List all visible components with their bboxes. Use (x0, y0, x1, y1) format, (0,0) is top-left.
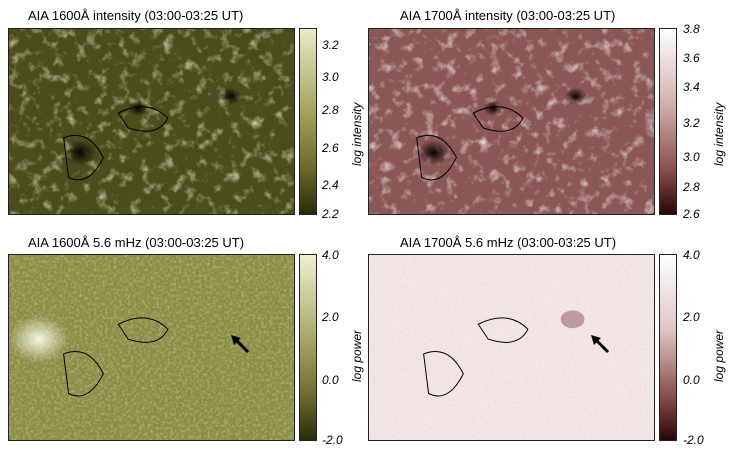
tick-label: 3.0 (683, 150, 700, 164)
tick-label: 0.0 (683, 373, 700, 387)
tick-label: 2.4 (322, 178, 339, 192)
colorbar-1700-power (659, 254, 677, 441)
image-1700-intensity (368, 28, 655, 215)
tick-label: 3.8 (683, 22, 700, 36)
tick-label: 2.2 (322, 207, 339, 221)
tick-label: 4.0 (322, 248, 339, 262)
colorbar-1700-intensity (659, 28, 677, 215)
colorbar-label-1600-intensity: log intensity (350, 102, 364, 166)
image-1600-intensity (8, 28, 295, 215)
arrow-marker-1700 (591, 335, 610, 354)
panel-title-1600-power: AIA 1600Å 5.6 mHz (03:00-03:25 UT) (28, 235, 245, 250)
panel-title-1700-power: AIA 1700Å 5.6 mHz (03:00-03:25 UT) (400, 235, 617, 250)
tick-label: 3.0 (322, 70, 339, 84)
colorbar-1600-intensity (299, 28, 317, 215)
image-1600-power (8, 254, 295, 441)
colorbar-label-1600-power: log power (350, 329, 364, 382)
tick-label: 2.6 (683, 207, 700, 221)
colorbar-label-1700-power: log power (712, 329, 726, 382)
tick-label: 2.6 (322, 141, 339, 155)
tick-label: 2.8 (683, 180, 700, 194)
tick-label: 3.6 (683, 51, 700, 65)
arrow-marker-1600 (231, 335, 250, 354)
panel-title-1700-intensity: AIA 1700Å intensity (03:00-03:25 UT) (400, 8, 616, 23)
tick-label: 2.8 (322, 103, 339, 117)
tick-label: 4.0 (683, 248, 700, 262)
tick-label: -2.0 (322, 433, 343, 447)
tick-label: 2.0 (683, 310, 700, 324)
panel-title-1600-intensity: AIA 1600Å intensity (03:00-03:25 UT) (28, 8, 244, 23)
tick-label: 3.2 (683, 116, 700, 130)
colorbar-1600-power (299, 254, 317, 441)
image-1700-power (368, 254, 655, 441)
tick-label: 3.2 (322, 38, 339, 52)
tick-label: -2.0 (683, 433, 704, 447)
tick-label: 2.0 (322, 310, 339, 324)
colorbar-label-1700-intensity: log intensity (712, 102, 726, 166)
tick-label: 0.0 (322, 373, 339, 387)
tick-label: 3.4 (683, 80, 700, 94)
